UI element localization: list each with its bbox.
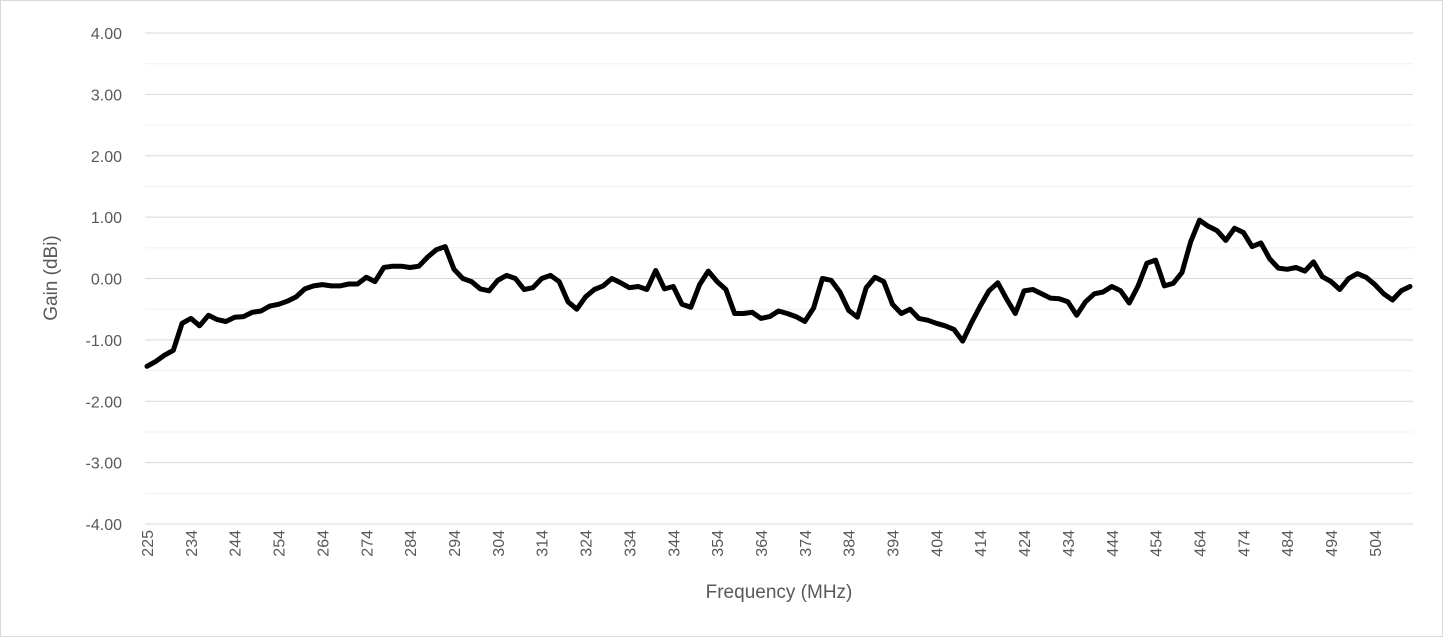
- x-tick-label: 464: [1193, 530, 1210, 557]
- y-tick-label: 1.00: [91, 210, 122, 227]
- x-tick-label: 225: [140, 530, 157, 557]
- x-tick-label: 474: [1236, 530, 1253, 557]
- x-tick-label: 284: [403, 530, 420, 557]
- y-tick-label: 2.00: [91, 149, 122, 166]
- line-series: [144, 217, 1413, 369]
- x-tick-label: 384: [842, 530, 859, 557]
- x-tick-label: 314: [535, 530, 552, 557]
- x-tick-label: 344: [666, 530, 683, 557]
- x-tick-label: 304: [491, 530, 508, 557]
- x-tick-label: 324: [579, 530, 596, 557]
- x-tick-label: 404: [929, 530, 946, 557]
- x-tick-label: 244: [228, 530, 245, 557]
- x-tick-label: 374: [798, 530, 815, 557]
- x-tick-label: 254: [272, 530, 289, 557]
- x-tick-label: 364: [754, 530, 771, 557]
- y-axis-title: Gain (dBi): [41, 235, 62, 321]
- x-tick-label: 484: [1280, 530, 1297, 557]
- y-tick-label: -1.00: [86, 333, 123, 350]
- y-tick-label: -3.00: [86, 456, 123, 473]
- x-tick-label: 264: [315, 530, 332, 557]
- x-tick-label: 434: [1061, 530, 1078, 557]
- y-tick-label: 4.00: [91, 26, 122, 43]
- x-tick-label: 494: [1324, 530, 1341, 557]
- x-tick-label: 504: [1368, 530, 1385, 557]
- x-tick-label: 354: [710, 530, 727, 557]
- x-tick-label: 294: [447, 530, 464, 557]
- x-tick-label: 414: [973, 530, 990, 557]
- x-tick-label: 424: [1017, 530, 1034, 557]
- x-axis-title: Frequency (MHz): [706, 582, 853, 603]
- x-tick-label: 444: [1105, 530, 1122, 557]
- y-tick-label: 3.00: [91, 87, 122, 104]
- y-tick-label: 0.00: [91, 272, 122, 289]
- x-tick-label: 234: [184, 530, 201, 557]
- x-tick-label: 334: [622, 530, 639, 557]
- y-tick-label: -2.00: [86, 394, 123, 411]
- x-tick-label: 274: [359, 530, 376, 557]
- x-tick-label: 454: [1149, 530, 1166, 557]
- y-tick-label: -4.00: [86, 517, 123, 534]
- x-tick-label: 394: [886, 530, 903, 557]
